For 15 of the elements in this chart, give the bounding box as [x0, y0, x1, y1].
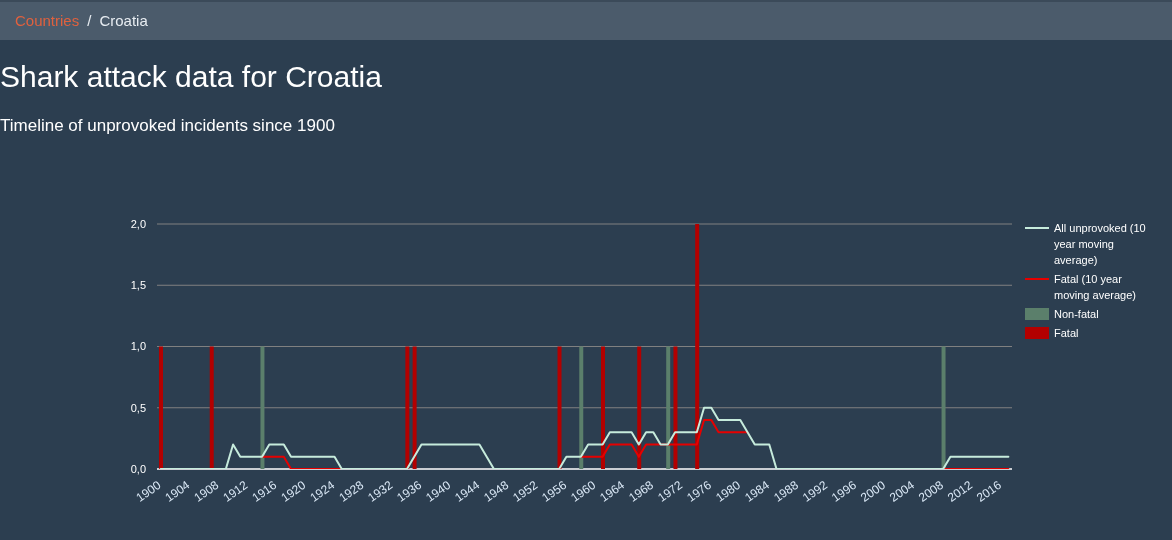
chart-title: Shark attack data for Croatia: [0, 60, 382, 93]
y-tick-label: 2,0: [130, 217, 146, 230]
text: /: [87, 12, 92, 29]
chart-subtitle: Timeline of unprovoked incidents since 1900: [0, 116, 335, 135]
text: Croatia: [99, 12, 148, 29]
legend-label: All unprovoked (10 year moving average): [1054, 221, 1147, 268]
legend-label: Non-fatal: [1054, 307, 1100, 322]
y-tick-label: 0,5: [130, 401, 146, 414]
legend-label: Fatal: [1054, 326, 1080, 341]
y-tick-label: 0,0: [130, 462, 146, 475]
legend-label: Fatal (10 year moving average): [1054, 272, 1137, 303]
text: Countries: [15, 12, 80, 29]
line-series: [159, 406, 1010, 469]
y-tick-label: 1,0: [130, 340, 146, 353]
y-tick-label: 1,5: [130, 279, 146, 292]
